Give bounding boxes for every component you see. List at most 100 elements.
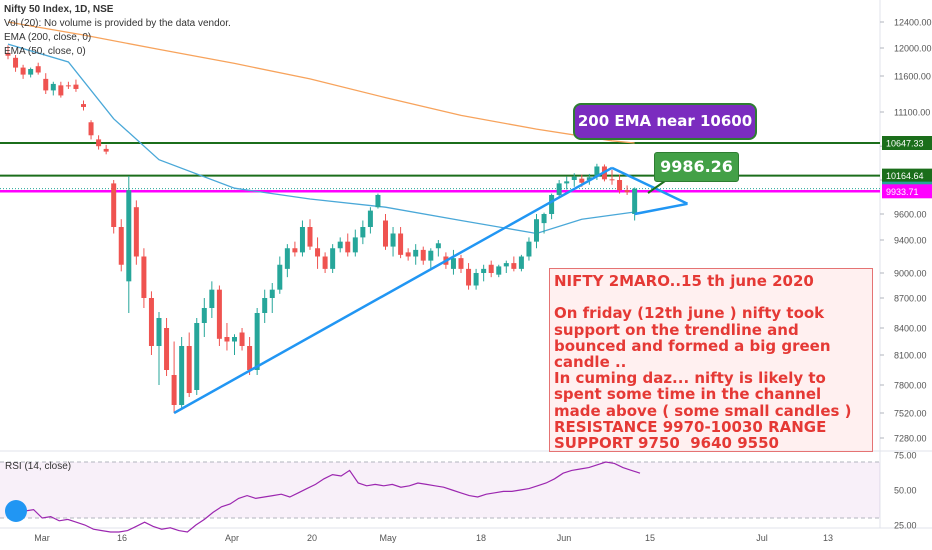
rsi-tick-label: 25.00 xyxy=(894,521,917,531)
candle-body xyxy=(88,122,94,136)
candle-body xyxy=(239,332,245,346)
price-tick-label: 11600.00 xyxy=(894,72,931,82)
candle-body xyxy=(103,148,109,152)
candle-body xyxy=(428,250,434,261)
trendline-1 xyxy=(611,166,689,205)
candle-body xyxy=(352,237,358,253)
rsi-band xyxy=(0,462,880,518)
candle-body xyxy=(35,66,41,73)
candle-body xyxy=(141,256,147,298)
candle-body xyxy=(503,263,509,267)
candle-body xyxy=(488,264,494,273)
candle-body xyxy=(367,210,373,227)
candle-body xyxy=(481,268,487,273)
price-tick-label: 7280.00 xyxy=(894,434,927,444)
candle-body xyxy=(420,249,426,261)
time-tick-label: Jul xyxy=(756,533,768,543)
analysis-note: NIFTY 2MARO..15 th june 2020 On friday (… xyxy=(549,268,873,452)
candle-body xyxy=(345,241,351,253)
rsi-line xyxy=(7,461,641,533)
candle-body xyxy=(435,243,441,249)
candle-body xyxy=(405,252,411,257)
candle-body xyxy=(156,318,162,346)
candle-body xyxy=(413,249,419,257)
ema200-legend: EMA (200, close, 0) xyxy=(4,32,92,43)
candle-body xyxy=(20,67,26,75)
candle-body xyxy=(526,241,532,257)
time-tick-label: Apr xyxy=(225,533,239,543)
candle-body xyxy=(632,188,638,214)
candle-body xyxy=(579,178,585,183)
price-label-text: 9933.71 xyxy=(886,187,919,197)
candle-body xyxy=(13,57,19,68)
candle-body xyxy=(81,104,86,107)
candle-body xyxy=(549,194,555,214)
candle-body xyxy=(118,227,124,265)
time-tick-label: 18 xyxy=(476,533,486,543)
candle-body xyxy=(383,220,388,247)
rsi-tick-label: 50.00 xyxy=(894,486,917,496)
candle-body xyxy=(186,346,192,393)
ema50-line xyxy=(7,43,635,235)
price-tick-label: 11100.00 xyxy=(894,108,930,118)
candle-body xyxy=(375,194,381,208)
candle-body xyxy=(171,375,177,405)
candle-body xyxy=(398,233,404,255)
candle-body xyxy=(58,85,64,96)
price-tick-label: 8700.00 xyxy=(894,294,927,304)
candle-body xyxy=(43,78,49,91)
candle-body xyxy=(65,85,71,87)
candle-body xyxy=(534,219,539,242)
candle-body xyxy=(624,190,630,193)
price-callout: 9986.26 xyxy=(654,152,739,182)
candle-body xyxy=(518,256,524,269)
note-title: NIFTY 2MARO..15 th june 2020 xyxy=(554,272,814,290)
candle-body xyxy=(390,233,396,247)
price-tick-label: 12400.00 xyxy=(894,18,932,28)
price-tick-label: 8100.00 xyxy=(894,351,927,361)
symbol-title: Nifty 50 Index, 1D, NSE xyxy=(4,4,114,15)
candle-body xyxy=(194,323,200,390)
rsi-legend: RSI (14, close) xyxy=(5,461,72,472)
price-label-tag xyxy=(882,184,932,199)
candle-body xyxy=(594,166,600,177)
vol-legend: Vol (20): No volume is provided by the d… xyxy=(4,18,231,29)
price-label-tag xyxy=(882,168,932,183)
candle-body xyxy=(299,227,305,253)
candle-body xyxy=(617,180,623,191)
candle-body xyxy=(330,248,336,269)
candle-body xyxy=(5,52,11,56)
candle-body xyxy=(96,139,102,147)
time-tick-label: 15 xyxy=(645,533,655,543)
candle-body xyxy=(466,268,472,286)
candle-body xyxy=(148,298,154,346)
candle-body xyxy=(247,346,253,370)
candle-body xyxy=(511,263,517,269)
candle-body xyxy=(360,227,366,238)
candle-body xyxy=(164,328,170,370)
price-tick-label: 8400.00 xyxy=(894,324,927,334)
candle-body xyxy=(269,289,275,298)
price-callout-pointer xyxy=(647,180,666,194)
candle-body xyxy=(473,273,479,286)
candle-body xyxy=(292,248,298,253)
candle-body xyxy=(254,313,260,370)
candle-body xyxy=(262,298,268,313)
time-tick-label: 13 xyxy=(823,533,833,543)
candle-body xyxy=(496,266,502,275)
time-tick-label: May xyxy=(379,533,397,543)
candle-body xyxy=(50,83,56,91)
price-tick-label: 12000.00 xyxy=(894,44,932,54)
chart-legend: Nifty 50 Index, 1D, NSE Vol (20): No vol… xyxy=(4,3,231,59)
price-label-text: 10164.64 xyxy=(886,171,924,181)
price-tick-label: 9400.00 xyxy=(894,236,927,246)
candle-body xyxy=(564,181,570,184)
price-tick-label: 7520.00 xyxy=(894,409,927,419)
candle-body xyxy=(224,337,230,342)
candle-body xyxy=(133,207,139,257)
candle-body xyxy=(28,69,34,75)
time-tick-label: Mar xyxy=(34,533,50,543)
trendline-2 xyxy=(634,202,688,216)
candle-body xyxy=(232,337,237,342)
